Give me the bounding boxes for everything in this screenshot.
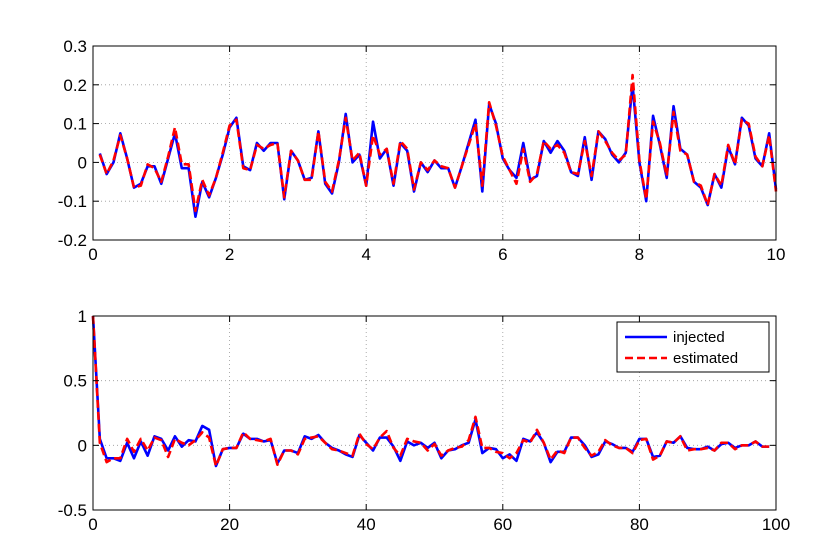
top-xtick-label: 6 — [498, 245, 507, 264]
bottom-legend: injected estimated — [616, 321, 770, 373]
top-xtick-label: 8 — [635, 245, 644, 264]
legend-label-estimated: estimated — [673, 350, 738, 367]
bottom-series-estimated-line — [91, 315, 770, 468]
bottom-xtick-label: 80 — [630, 515, 649, 534]
top-ytick-label: 0.2 — [63, 76, 87, 95]
top-series-dashed-line — [98, 73, 778, 213]
top-ytick-label: 0.3 — [63, 37, 87, 56]
bottom-xtick-label: 100 — [762, 515, 790, 534]
bottom-ytick-label: -0.5 — [58, 501, 87, 520]
legend-box — [616, 321, 770, 373]
top-ytick-label: -0.1 — [58, 192, 87, 211]
top-plot-area — [93, 46, 776, 240]
top-xtick-label: 2 — [225, 245, 234, 264]
bottom-xtick-label: 60 — [493, 515, 512, 534]
top-axes-frame — [92, 45, 777, 241]
top-axes: 0 2 4 6 8 10 -0.2 -0.1 0 0.1 0.2 0.3 — [58, 37, 786, 264]
legend-label-injected: injected — [673, 329, 725, 346]
top-xtick-label: 10 — [767, 245, 786, 264]
bottom-xtick-label: 20 — [220, 515, 239, 534]
top-ytick-label: 0.1 — [63, 115, 87, 134]
top-ytick-label: 0 — [78, 153, 87, 172]
bottom-ytick-label: 0.5 — [63, 372, 87, 391]
top-xtick-label: 0 — [88, 245, 97, 264]
top-xtick-label: 4 — [361, 245, 370, 264]
bottom-ytick-label: 1 — [78, 307, 87, 326]
bottom-ytick-label: 0 — [78, 436, 87, 455]
bottom-axes-frame — [92, 315, 777, 511]
bottom-xtick-label: 0 — [88, 515, 97, 534]
top-ytick-label: -0.2 — [58, 231, 87, 250]
bottom-xtick-label: 40 — [357, 515, 376, 534]
